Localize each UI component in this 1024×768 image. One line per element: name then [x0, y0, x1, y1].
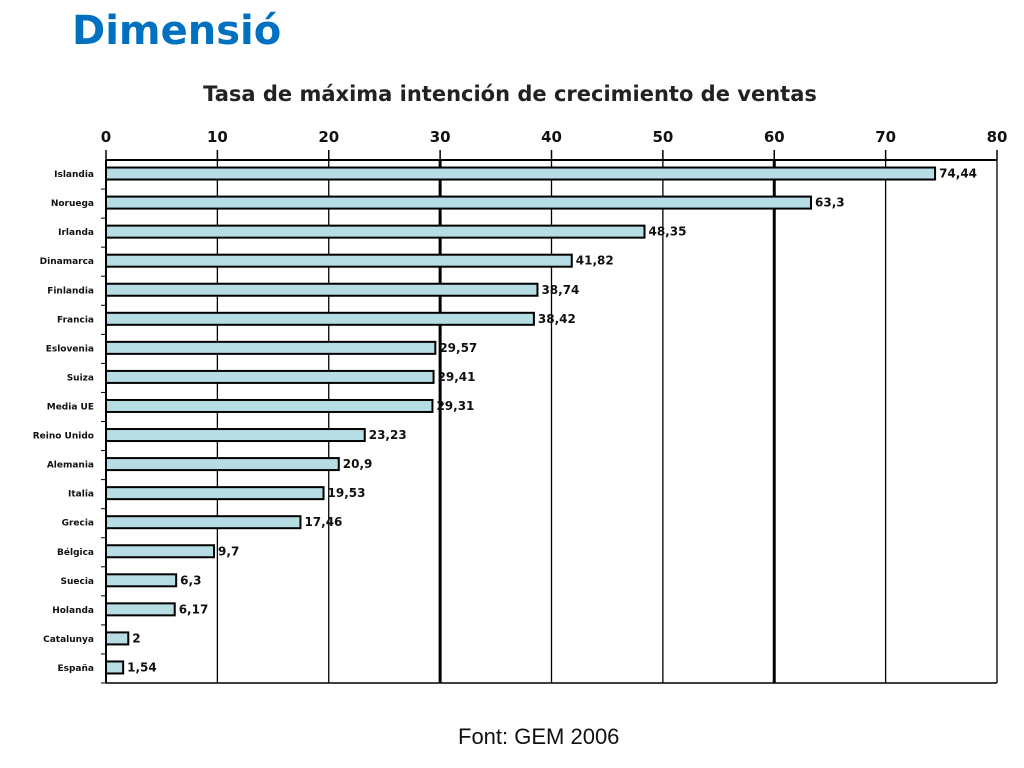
bar — [105, 166, 937, 181]
value-label: 17,46 — [304, 515, 342, 529]
bar — [105, 631, 130, 646]
category-label: Francia — [57, 315, 94, 325]
x-tick-label: 80 — [987, 128, 1008, 146]
chart-title: Tasa de máxima intención de crecimiento … — [203, 82, 817, 106]
value-label: 29,31 — [436, 399, 474, 413]
bar — [105, 486, 325, 501]
bar — [105, 544, 216, 559]
bar — [105, 398, 434, 413]
category-label: Italia — [68, 490, 94, 500]
bar — [105, 457, 340, 472]
bar — [105, 224, 646, 239]
axes — [101, 159, 997, 684]
source-note: Font: GEM 2006 — [458, 724, 620, 749]
category-label: Holanda — [52, 606, 94, 616]
x-tick-label: 70 — [875, 128, 896, 146]
x-tick-label: 10 — [207, 128, 228, 146]
value-label: 19,53 — [328, 486, 366, 500]
bar-chart: Tasa de máxima intención de crecimiento … — [33, 82, 1008, 684]
bar — [105, 428, 366, 443]
category-label: Grecia — [62, 519, 94, 529]
value-label: 20,9 — [343, 457, 373, 471]
bar — [105, 602, 176, 617]
category-label: Media UE — [47, 402, 94, 412]
bar — [105, 340, 437, 355]
bars — [105, 166, 937, 675]
category-label: Irlanda — [58, 228, 94, 238]
bar — [105, 369, 435, 384]
slide-title: Dimensió — [72, 8, 282, 54]
x-tick-label: 60 — [764, 128, 785, 146]
value-label: 48,35 — [648, 225, 686, 239]
value-label: 9,7 — [218, 544, 239, 558]
bar — [105, 253, 573, 268]
x-axis-ticks: 0 10 20 30 40 50 60 70 80 — [101, 128, 1008, 160]
value-label: 23,23 — [369, 428, 407, 442]
value-label: 41,82 — [576, 254, 614, 268]
value-label: 6,3 — [180, 573, 201, 587]
bar — [105, 573, 178, 588]
value-label: 38,42 — [538, 312, 576, 326]
value-label: 38,74 — [541, 283, 579, 297]
category-label: Reino Unido — [33, 432, 94, 442]
value-labels: 74,44 63,3 48,35 41,82 38,74 38,42 29,57 29,41 2… — [127, 167, 977, 675]
category-label: Islandia — [54, 170, 94, 180]
value-label: 74,44 — [939, 167, 977, 181]
category-label: Suecia — [61, 577, 95, 587]
category-labels: Islandia Noruega Irlanda Dinamarca Finlandia… — [33, 170, 94, 674]
category-label: Finlandia — [47, 286, 94, 296]
x-tick-label: 50 — [652, 128, 673, 146]
bar — [105, 195, 813, 210]
category-label: Noruega — [51, 199, 94, 209]
bar — [105, 660, 125, 675]
category-label: Alemania — [47, 461, 94, 471]
x-tick-label: 30 — [430, 128, 451, 146]
value-label: 2 — [132, 631, 140, 645]
category-label: Catalunya — [43, 635, 94, 645]
value-label: 6,17 — [179, 602, 209, 616]
category-label: Eslovenia — [46, 344, 94, 354]
bar — [105, 515, 302, 530]
gridlines — [105, 160, 998, 683]
bar — [105, 311, 535, 326]
category-label: Suiza — [67, 373, 94, 383]
category-label: Bélgica — [57, 547, 94, 558]
value-label: 63,3 — [815, 196, 845, 210]
x-tick-label: 40 — [541, 128, 562, 146]
bar — [105, 282, 539, 297]
value-label: 29,41 — [438, 370, 476, 384]
value-label: 29,57 — [439, 341, 477, 355]
category-label: España — [57, 664, 94, 674]
value-label: 1,54 — [127, 660, 157, 674]
x-tick-label: 20 — [318, 128, 339, 146]
x-tick-label: 0 — [101, 128, 111, 146]
category-label: Dinamarca — [40, 257, 94, 267]
